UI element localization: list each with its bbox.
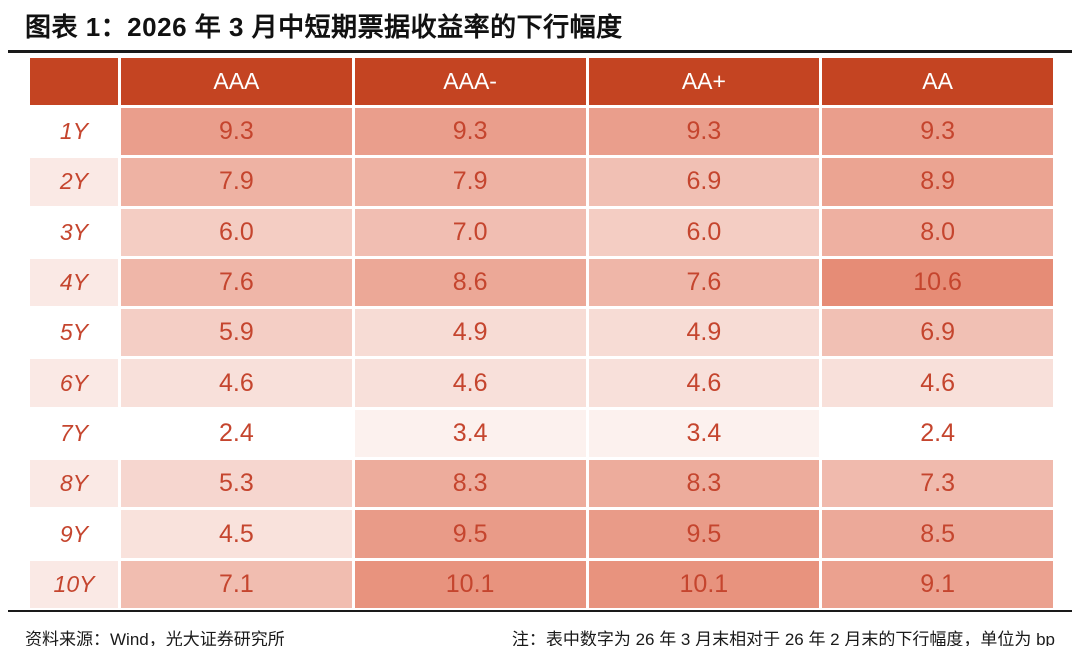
table-cell: 8.5 bbox=[822, 510, 1053, 558]
table-cell: 3.4 bbox=[588, 409, 820, 458]
row-label-4y: 4Y bbox=[30, 258, 118, 307]
corner-header-cell bbox=[30, 58, 118, 105]
table-cell: 5.9 bbox=[121, 309, 352, 357]
table-cell: 8.3 bbox=[354, 460, 586, 508]
table-cell: 8.0 bbox=[822, 208, 1053, 256]
table-cell: 2.4 bbox=[822, 409, 1053, 458]
row-label-7y: 7Y bbox=[30, 409, 118, 458]
table-cell: 7.9 bbox=[354, 158, 586, 206]
table-cell: 8.3 bbox=[588, 460, 820, 508]
table-cell: 7.3 bbox=[822, 460, 1053, 508]
row-label-6y: 6Y bbox=[30, 359, 118, 407]
column-header-aa+: AA+ bbox=[588, 58, 820, 105]
note-text: 注：表中数字为 26 年 3 月末相对于 26 年 2 月末的下行幅度，单位为 … bbox=[511, 629, 1055, 646]
source-text: 资料来源：Wind，光大证券研究所 bbox=[25, 629, 285, 646]
row-label-9y: 9Y bbox=[30, 510, 118, 558]
table-cell: 6.9 bbox=[822, 309, 1053, 357]
table-cell: 6.0 bbox=[121, 208, 352, 256]
table-bottom-divider bbox=[8, 609, 1072, 612]
table-cell: 4.6 bbox=[354, 359, 586, 407]
table-cell: 4.6 bbox=[588, 359, 820, 407]
table-cell: 9.3 bbox=[121, 108, 352, 156]
column-header-aaa: AAA bbox=[121, 58, 352, 105]
row-label-1y: 1Y bbox=[30, 108, 118, 156]
table-cell: 9.5 bbox=[354, 510, 586, 558]
table-cell: 4.9 bbox=[354, 309, 586, 357]
table-cell: 6.0 bbox=[588, 208, 820, 256]
column-header-aa: AA bbox=[822, 58, 1053, 105]
table-cell: 5.3 bbox=[121, 460, 352, 508]
table-cell: 10.1 bbox=[588, 560, 820, 608]
table-cell: 10.1 bbox=[354, 560, 586, 608]
table-cell: 8.6 bbox=[354, 258, 586, 307]
title-divider bbox=[8, 50, 1072, 53]
table-cell: 9.3 bbox=[822, 108, 1053, 156]
yield-decline-heatmap-table: AAA AAA- AA+ AA 1Y 9.3 9.3 9.3 9.3 2Y 7.9 7.9 6.9 8.9… bbox=[30, 58, 1053, 608]
table-cell: 7.1 bbox=[121, 560, 352, 608]
table-cell: 9.5 bbox=[588, 510, 820, 558]
table-cell: 7.6 bbox=[121, 258, 352, 307]
row-label-8y: 8Y bbox=[30, 460, 118, 508]
table-cell: 9.3 bbox=[354, 108, 586, 156]
table-cell: 7.9 bbox=[121, 158, 352, 206]
table-cell: 4.5 bbox=[121, 510, 352, 558]
row-label-2y: 2Y bbox=[30, 158, 118, 206]
row-label-10y: 10Y bbox=[30, 560, 118, 608]
table-cell: 7.6 bbox=[588, 258, 820, 307]
row-label-5y: 5Y bbox=[30, 309, 118, 357]
page-title: 图表 1：2026 年 3 月中短期票据收益率的下行幅度 bbox=[25, 12, 623, 42]
column-header-aaa-: AAA- bbox=[354, 58, 586, 105]
table-cell: 7.0 bbox=[354, 208, 586, 256]
table-cell: 9.3 bbox=[588, 108, 820, 156]
table-cell: 9.1 bbox=[822, 560, 1053, 608]
table-cell: 8.9 bbox=[822, 158, 1053, 206]
table-cell: 4.6 bbox=[822, 359, 1053, 407]
table-cell: 4.6 bbox=[121, 359, 352, 407]
footer: 资料来源：Wind，光大证券研究所 注：表中数字为 26 年 3 月末相对于 2… bbox=[0, 612, 1080, 646]
table-cell: 10.6 bbox=[822, 258, 1053, 307]
row-label-3y: 3Y bbox=[30, 208, 118, 256]
table-cell: 6.9 bbox=[588, 158, 820, 206]
table-cell: 4.9 bbox=[588, 309, 820, 357]
table-cell: 3.4 bbox=[354, 409, 586, 458]
table-cell: 2.4 bbox=[121, 409, 352, 458]
